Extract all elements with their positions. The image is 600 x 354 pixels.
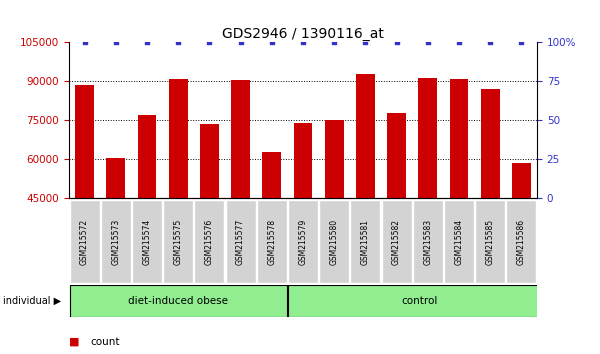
Bar [200, 124, 219, 198]
Point [267, 40, 277, 45]
FancyBboxPatch shape [163, 200, 193, 283]
Point [205, 40, 214, 45]
Text: GSM215572: GSM215572 [80, 218, 89, 265]
Point [142, 40, 152, 45]
Text: GSM215575: GSM215575 [174, 218, 182, 265]
Text: individual ▶: individual ▶ [3, 296, 61, 306]
Text: GSM215584: GSM215584 [455, 218, 464, 265]
Point [80, 40, 89, 45]
FancyBboxPatch shape [319, 200, 349, 283]
FancyBboxPatch shape [70, 200, 100, 283]
Bar [70, 285, 287, 317]
Bar [106, 158, 125, 198]
Text: GSM215578: GSM215578 [267, 218, 276, 265]
Point [173, 40, 183, 45]
Bar [325, 120, 344, 198]
Point [485, 40, 495, 45]
Point [298, 40, 308, 45]
Point [361, 40, 370, 45]
Text: GSM215579: GSM215579 [299, 218, 308, 265]
Bar [356, 74, 375, 198]
Point [454, 40, 464, 45]
Text: GSM215576: GSM215576 [205, 218, 214, 265]
FancyBboxPatch shape [101, 200, 131, 283]
Text: ■: ■ [69, 337, 79, 347]
Point [329, 40, 339, 45]
FancyBboxPatch shape [506, 200, 536, 283]
Bar [387, 113, 406, 198]
Point [517, 40, 526, 45]
Bar [169, 79, 188, 198]
FancyBboxPatch shape [475, 200, 505, 283]
Bar [288, 285, 552, 317]
Bar [75, 85, 94, 198]
Text: diet-induced obese: diet-induced obese [128, 296, 228, 306]
Text: GSM215577: GSM215577 [236, 218, 245, 265]
Bar [418, 78, 437, 198]
FancyBboxPatch shape [226, 200, 256, 283]
Bar [231, 80, 250, 198]
Text: GSM215574: GSM215574 [143, 218, 151, 265]
Point [111, 40, 121, 45]
FancyBboxPatch shape [257, 200, 287, 283]
FancyBboxPatch shape [194, 200, 224, 283]
FancyBboxPatch shape [132, 200, 162, 283]
Bar [262, 152, 281, 198]
Title: GDS2946 / 1390116_at: GDS2946 / 1390116_at [222, 28, 384, 41]
Text: GSM215580: GSM215580 [330, 218, 338, 265]
FancyBboxPatch shape [382, 200, 412, 283]
FancyBboxPatch shape [288, 200, 318, 283]
Bar [137, 115, 157, 198]
Text: control: control [402, 296, 438, 306]
Point [236, 40, 245, 45]
FancyBboxPatch shape [444, 200, 474, 283]
Text: GSM215581: GSM215581 [361, 219, 370, 264]
Bar [512, 163, 531, 198]
Text: GSM215582: GSM215582 [392, 219, 401, 264]
Bar [449, 79, 469, 198]
Text: count: count [90, 337, 119, 347]
Bar [293, 123, 313, 198]
Text: GSM215573: GSM215573 [112, 218, 120, 265]
Text: GSM215586: GSM215586 [517, 218, 526, 265]
FancyBboxPatch shape [350, 200, 380, 283]
Text: GSM215585: GSM215585 [485, 218, 494, 265]
Bar [481, 89, 500, 198]
Text: GSM215583: GSM215583 [424, 218, 432, 265]
FancyBboxPatch shape [413, 200, 443, 283]
Point [392, 40, 401, 45]
Point [423, 40, 433, 45]
